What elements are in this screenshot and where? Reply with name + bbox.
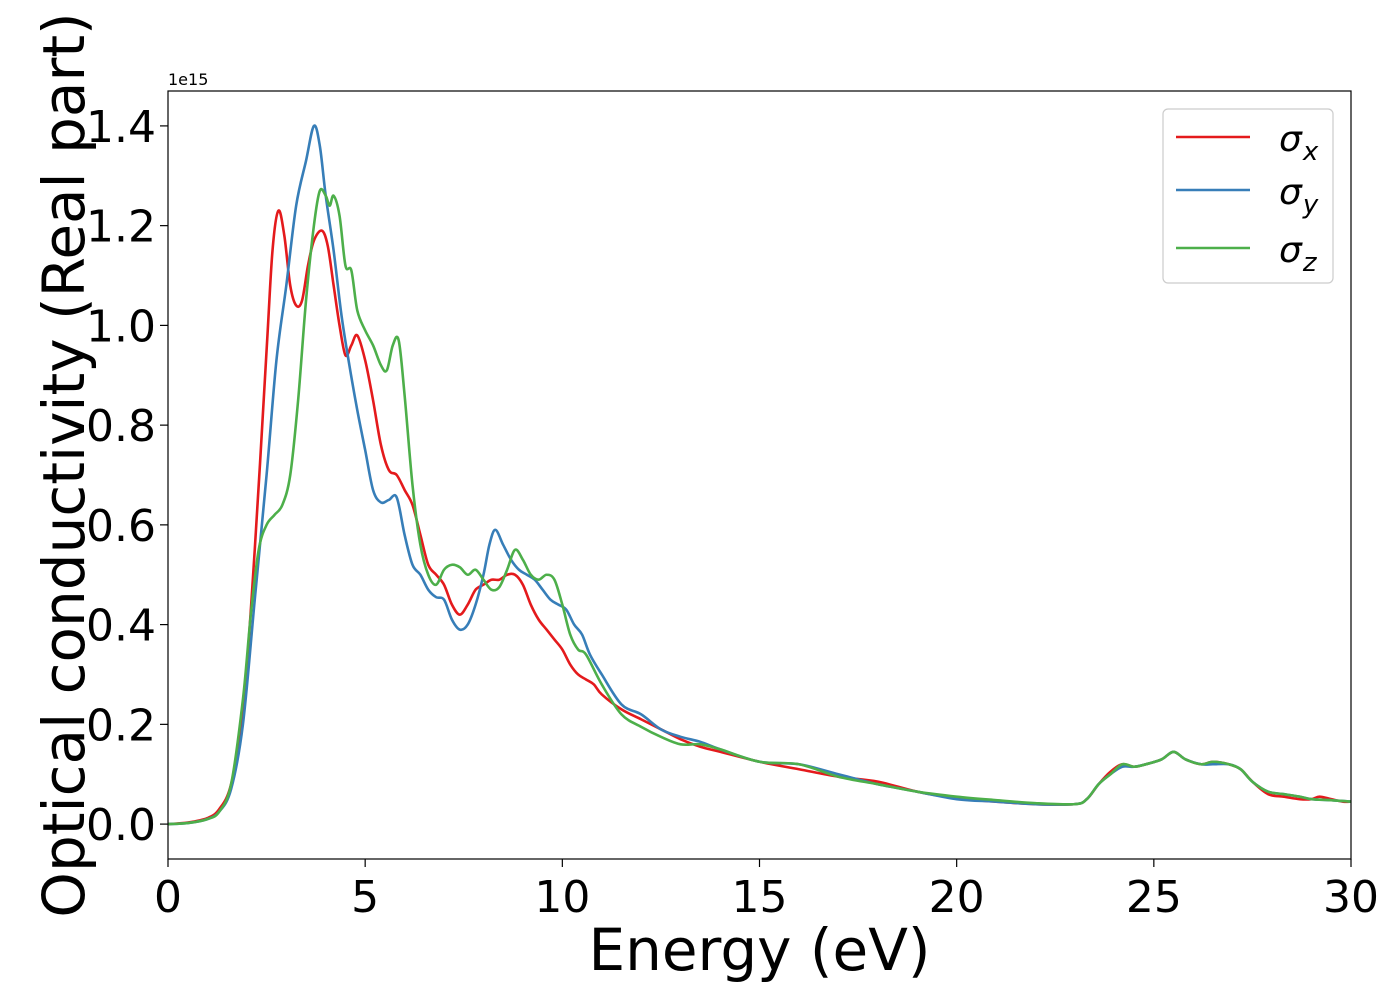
legend-entry-x: σx [1279,119,1319,167]
y-tick-label: 0.0 [86,800,156,851]
legend-symbol: σ [1279,119,1303,160]
y-tick-label: 0.4 [86,601,156,652]
legend-subscript: x [1302,137,1319,167]
x-tick-label: 10 [534,872,590,923]
legend-box [1162,108,1334,284]
series-line-x [168,209,1351,826]
x-tick-label: 25 [1126,872,1182,923]
x-tick-label: 15 [732,872,788,923]
x-tick-label: 0 [154,872,182,923]
y-axis-ticks: 0.0 0.2 0.4 0.6 0.8 1.0 1.2 1.4 [86,102,168,851]
x-tick-label: 30 [1323,872,1379,923]
legend-symbol: σ [1279,230,1303,271]
y-tick-label: 1.0 [86,301,156,352]
legend-subscript: z [1302,248,1318,278]
y-tick-label: 1.2 [86,202,156,253]
y-axis-offset-label: 1e15 [168,70,208,89]
y-tick-label: 0.6 [86,501,156,552]
y-tick-label: 0.8 [86,401,156,452]
x-axis-label: Energy (eV) [588,916,930,984]
y-axis-label: Optical conductivity (Real part) [30,12,98,917]
legend-symbol: σ [1279,172,1303,213]
x-axis-ticks: 0 5 10 15 20 25 30 [154,859,1379,923]
y-tick-label: 1.4 [86,102,156,153]
y-tick-label: 0.2 [86,700,156,751]
series-line-z [168,187,1351,826]
legend-subscript: y [1302,190,1319,220]
legend-entry-y: σy [1279,172,1319,220]
x-tick-label: 5 [351,872,379,923]
x-tick-label: 20 [929,872,985,923]
legend-entry-z: σz [1279,230,1318,278]
series-layer [168,124,1351,826]
